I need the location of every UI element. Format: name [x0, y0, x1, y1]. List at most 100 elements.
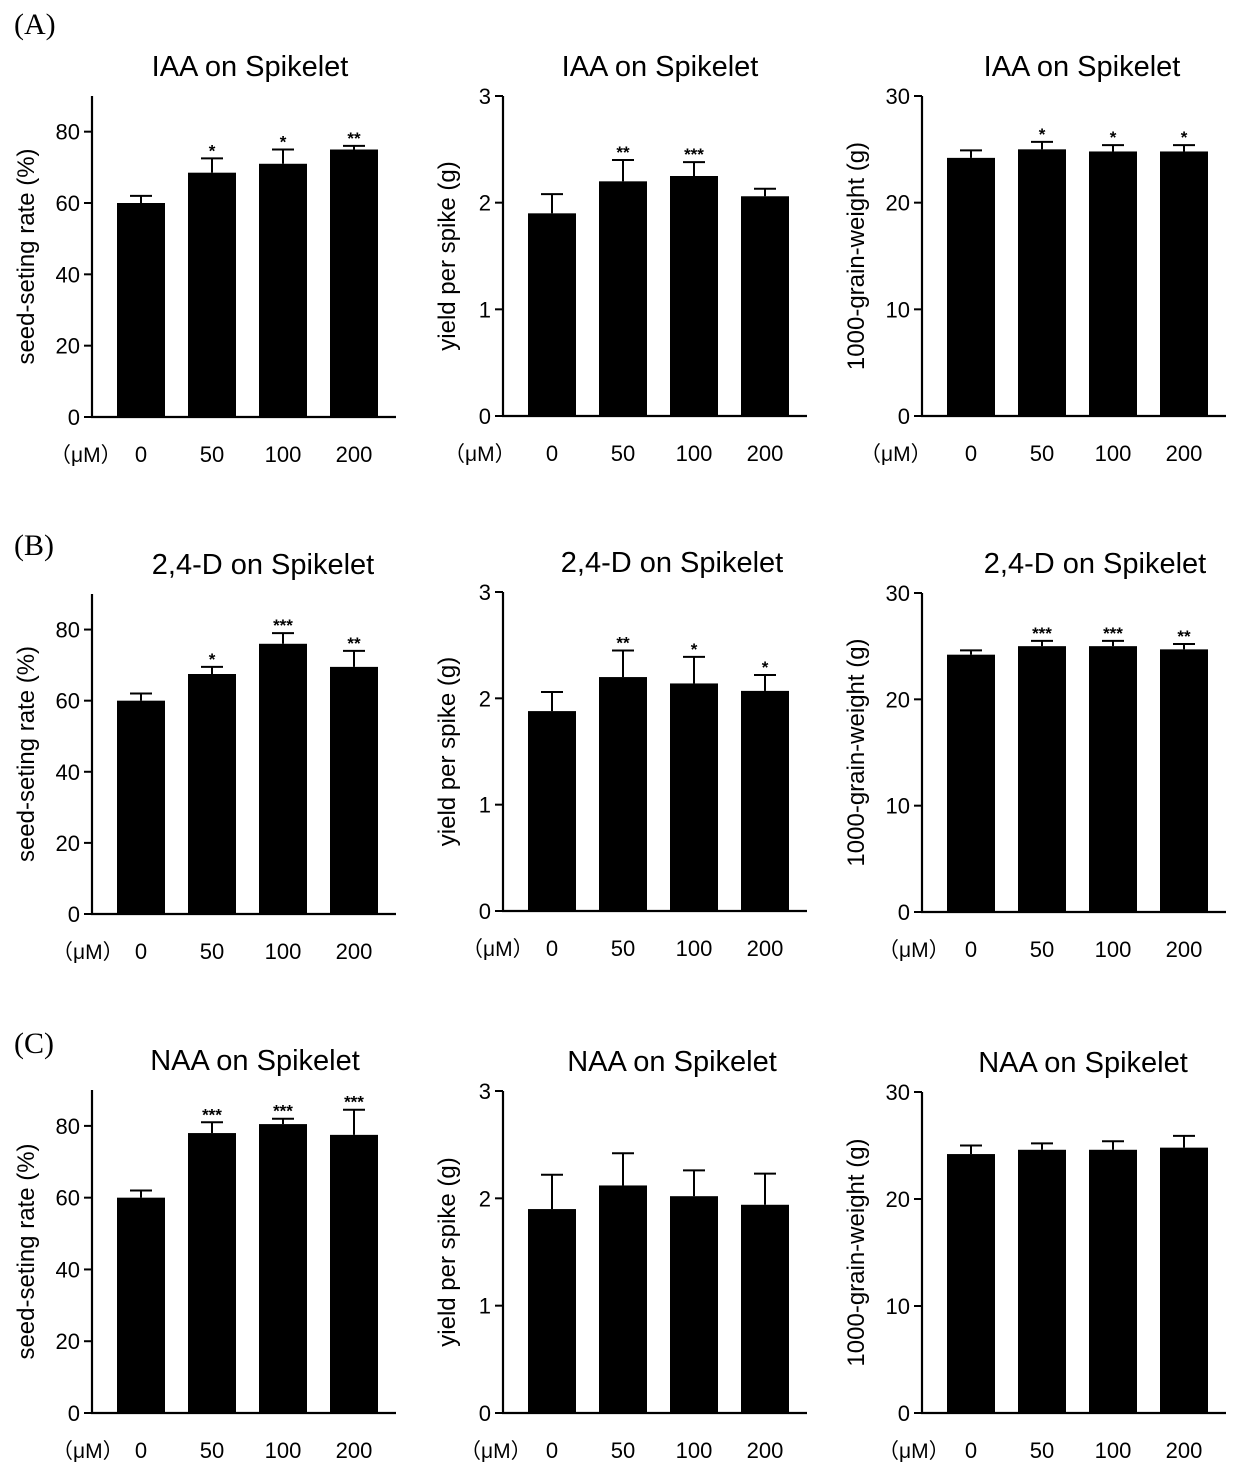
significance-label: ** [347, 129, 361, 148]
x-unit-label: （μM） [878, 1440, 950, 1463]
bar [330, 149, 378, 417]
x-unit-label: （μM） [52, 1440, 124, 1463]
significance-label: ** [616, 143, 630, 162]
bar [947, 654, 995, 912]
y-tick-label: 0 [479, 1401, 491, 1426]
bar [670, 683, 718, 911]
chart-9: NAA on Spikelet 1000-grain-weight (g) 0 10 2… [843, 1047, 1226, 1463]
bar [599, 1185, 647, 1413]
bar [259, 163, 307, 417]
x-tick-label: 50 [200, 1438, 224, 1463]
significance-label: * [762, 658, 769, 677]
x-tick-label: 50 [611, 441, 635, 466]
x-tick-label: 100 [676, 441, 713, 466]
bar [528, 1209, 576, 1413]
x-tick-label: 100 [1095, 937, 1132, 962]
bar [1018, 1149, 1066, 1413]
bar [670, 1196, 718, 1413]
bar [947, 1154, 995, 1413]
x-tick-label: 0 [546, 441, 558, 466]
chart-title: IAA on Spikelet [562, 51, 759, 83]
bar [599, 677, 647, 911]
bar [1089, 151, 1137, 416]
panel-label-a: (A) [14, 8, 56, 41]
x-tick-label: 0 [135, 1438, 147, 1463]
bar [117, 700, 165, 914]
x-tick-label: 200 [336, 939, 373, 964]
x-tick-label: 200 [747, 936, 784, 961]
x-unit-label: （μM） [444, 443, 516, 466]
y-axis-label: yield per spike (g) [434, 161, 461, 350]
bar [1089, 1149, 1137, 1413]
x-tick-label: 200 [336, 442, 373, 467]
bar [1160, 649, 1208, 912]
bar [188, 674, 236, 914]
x-tick-label: 50 [200, 442, 224, 467]
bar [528, 711, 576, 911]
y-tick-label: 20 [886, 191, 910, 216]
chart-title: NAA on Spikelet [978, 1047, 1188, 1079]
x-tick-label: 0 [546, 1438, 558, 1463]
y-axis-label: 1000-grain-weight (g) [843, 1138, 870, 1366]
significance-label: * [691, 640, 698, 659]
y-tick-label: 40 [56, 760, 80, 785]
bar [599, 181, 647, 416]
significance-label: *** [273, 1102, 293, 1121]
bar [330, 666, 378, 914]
y-tick-label: 10 [886, 794, 910, 819]
x-tick-label: 200 [1166, 441, 1203, 466]
y-tick-label: 40 [56, 262, 80, 287]
y-tick-label: 80 [56, 618, 80, 643]
x-tick-label: 0 [965, 1438, 977, 1463]
significance-label: *** [1103, 624, 1123, 643]
significance-label: * [209, 650, 216, 669]
y-tick-label: 1 [479, 297, 491, 322]
y-tick-label: 20 [56, 1329, 80, 1354]
bar [330, 1134, 378, 1413]
bar [259, 643, 307, 914]
panel-label-b: (B) [14, 529, 54, 562]
x-tick-label: 50 [1030, 1438, 1054, 1463]
chart-8: NAA on Spikelet yield per spike (g) 0 1 2 3 （μ… [434, 1046, 807, 1463]
chart-title: IAA on Spikelet [152, 51, 349, 83]
y-tick-label: 0 [898, 900, 910, 925]
chart-5: 2,4-D on Spikelet yield per spike (g) 0 1 2 3… [434, 547, 807, 961]
x-tick-label: 50 [1030, 441, 1054, 466]
y-tick-label: 80 [56, 120, 80, 145]
y-tick-label: 1 [479, 1294, 491, 1319]
x-unit-label: （μM） [860, 443, 932, 466]
y-tick-label: 60 [56, 191, 80, 216]
x-tick-label: 100 [265, 939, 302, 964]
x-tick-label: 0 [965, 441, 977, 466]
x-tick-label: 100 [1095, 441, 1132, 466]
y-axis-label: seed-seting rate (%) [13, 1143, 40, 1359]
significance-label: ** [347, 634, 361, 653]
y-axis-label: seed-seting rate (%) [13, 646, 40, 862]
x-unit-label: （μM） [50, 444, 122, 467]
x-tick-label: 100 [676, 1438, 713, 1463]
x-tick-label: 0 [546, 936, 558, 961]
y-tick-label: 3 [479, 84, 491, 109]
y-tick-label: 20 [886, 1187, 910, 1212]
y-tick-label: 20 [886, 687, 910, 712]
x-tick-label: 200 [747, 1438, 784, 1463]
chart-title: 2,4-D on Spikelet [561, 547, 783, 579]
x-tick-label: 50 [200, 939, 224, 964]
x-tick-label: 0 [135, 442, 147, 467]
x-tick-label: 50 [611, 1438, 635, 1463]
chart-7: NAA on Spikelet seed-seting rate (%) 0 20 40… [13, 1045, 396, 1463]
y-tick-label: 30 [886, 84, 910, 109]
x-tick-label: 50 [1030, 937, 1054, 962]
chart-title: NAA on Spikelet [150, 1045, 360, 1077]
x-tick-label: 0 [965, 937, 977, 962]
significance-label: ** [1177, 627, 1191, 646]
x-tick-label: 100 [676, 936, 713, 961]
significance-label: * [280, 133, 287, 152]
x-tick-label: 200 [1166, 1438, 1203, 1463]
significance-label: *** [202, 1105, 222, 1124]
y-tick-label: 30 [886, 1080, 910, 1105]
bar [1089, 646, 1137, 912]
x-tick-label: 200 [336, 1438, 373, 1463]
x-unit-label: （μM） [52, 941, 124, 964]
significance-label: * [1039, 125, 1046, 144]
